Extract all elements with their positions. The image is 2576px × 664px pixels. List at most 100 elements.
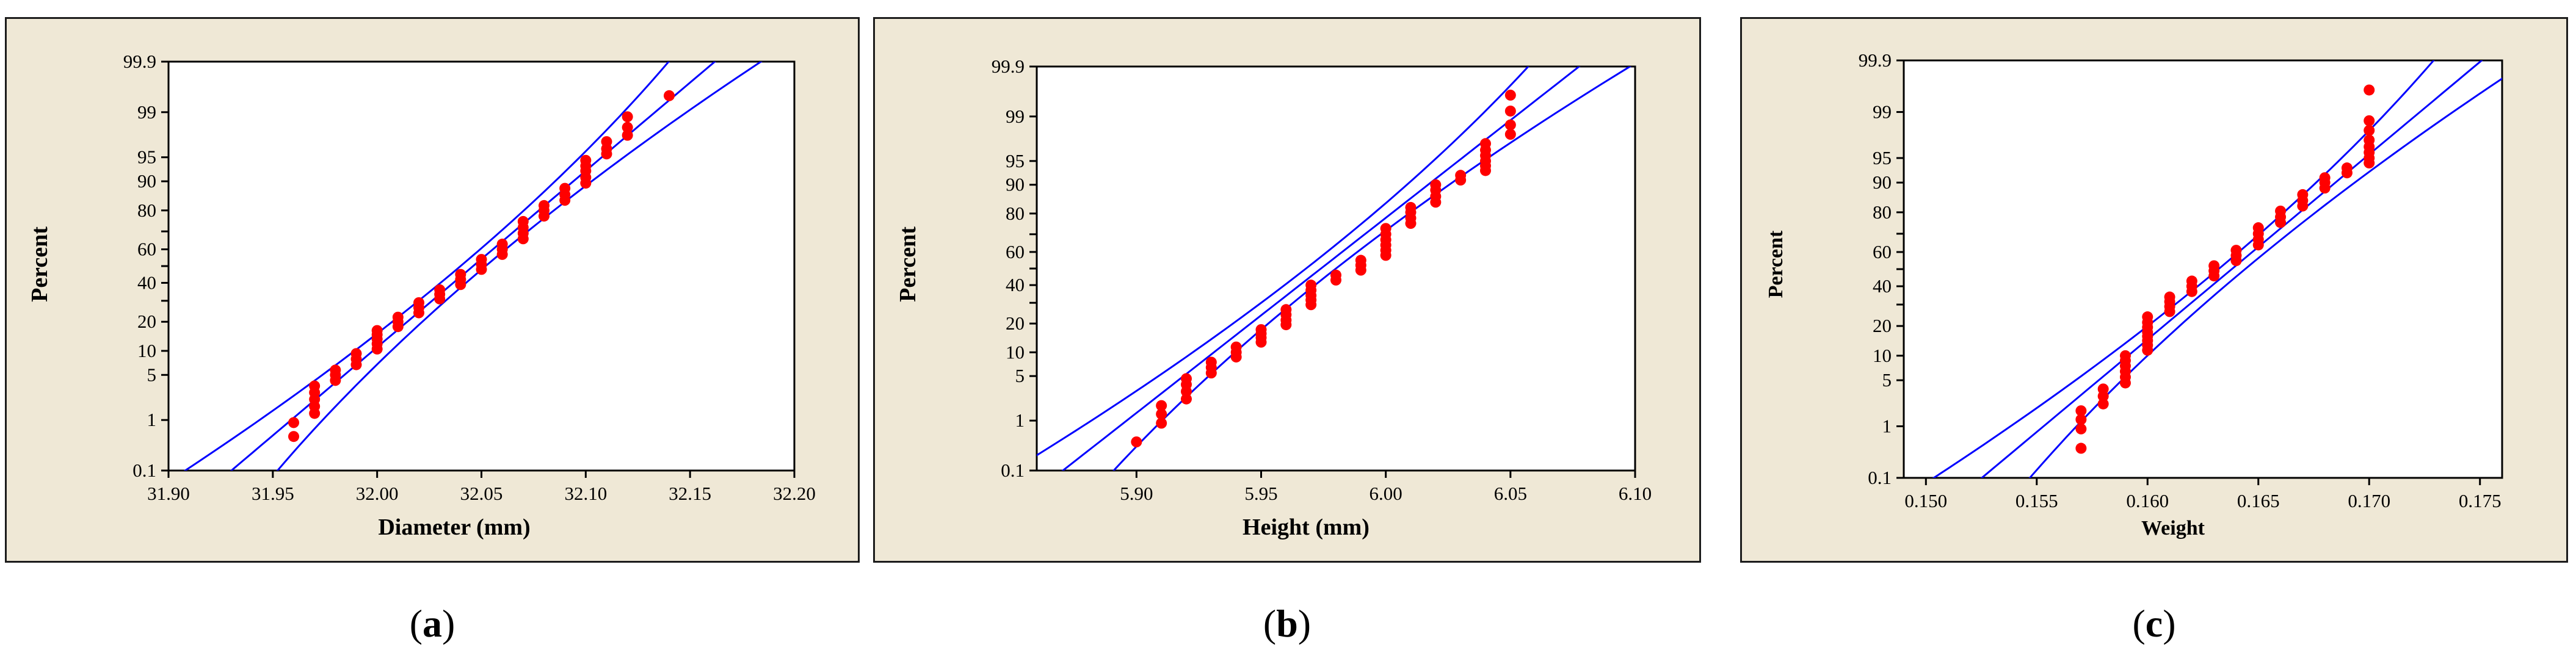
y-tick-label: 1 — [147, 409, 157, 430]
data-point — [1255, 324, 1267, 336]
data-point — [2297, 189, 2309, 200]
chart-panel-b: Percent Height (mm) 0.1 1 5 10 20 40 60 80 90 95 9… — [873, 17, 1701, 563]
data-point — [2364, 84, 2375, 96]
data-point — [2097, 398, 2109, 410]
data-point — [309, 380, 321, 392]
x-tick-label: 32.00 — [356, 483, 399, 504]
caption-b: (b) — [1263, 602, 1312, 645]
x-tick-label: 6.10 — [1619, 483, 1652, 504]
data-point — [2075, 423, 2087, 435]
chart-panel-a: Percent Diameter (mm) 0.1 1 5 10 20 40 60 80 90 9… — [5, 17, 860, 563]
data-point — [2186, 275, 2197, 287]
data-point — [2364, 134, 2375, 146]
data-point — [2364, 125, 2375, 136]
y-tick-label: 95 — [1873, 147, 1892, 168]
y-tick-label: 20 — [1873, 315, 1892, 336]
y-tick-label: 0.1 — [132, 460, 156, 481]
y-tick-label: 80 — [1006, 203, 1025, 224]
y-tick-label: 60 — [1873, 241, 1892, 262]
data-point — [580, 154, 592, 166]
data-point — [2097, 383, 2109, 395]
data-point — [434, 284, 446, 295]
y-tick-label: 0.1 — [1868, 467, 1892, 488]
data-point — [1156, 408, 1167, 420]
y-tick-label: 1 — [1882, 415, 1892, 436]
y-axis-label: Percent — [27, 226, 53, 302]
data-point — [392, 311, 404, 323]
data-point — [1131, 436, 1142, 448]
y-tick-label: 99.9 — [992, 56, 1025, 77]
y-tick-label: 90 — [137, 170, 156, 192]
data-point — [2075, 414, 2087, 425]
data-point — [2142, 311, 2153, 323]
data-point — [622, 121, 633, 133]
data-point — [1230, 341, 1242, 353]
data-point — [664, 90, 675, 101]
data-point — [476, 254, 487, 265]
y-tick-label: 99 — [1006, 106, 1025, 127]
x-tick-label: 31.95 — [252, 483, 294, 504]
data-point — [1504, 89, 1516, 101]
data-point — [2341, 162, 2353, 174]
x-tick-label: 32.10 — [564, 483, 607, 504]
data-point — [1205, 356, 1217, 368]
y-tick-label: 10 — [1006, 341, 1025, 363]
data-point — [1181, 373, 1192, 384]
y-tick-label: 99.9 — [123, 51, 156, 72]
x-tick-label: 0.155 — [2015, 490, 2058, 511]
data-point — [2230, 245, 2242, 256]
probability-plot-diameter: Percent Diameter (mm) 0.1151020406080909… — [27, 51, 816, 540]
data-point — [2364, 115, 2375, 126]
data-point — [2164, 291, 2175, 303]
y-tick-label: 99 — [137, 101, 156, 123]
y-tick-label: 40 — [137, 272, 156, 293]
data-point — [1280, 304, 1292, 316]
x-tick-label: 32.05 — [460, 483, 503, 504]
y-tick-label: 80 — [1873, 201, 1892, 223]
data-point — [517, 215, 529, 227]
data-point — [350, 348, 362, 359]
data-point — [2252, 222, 2264, 234]
data-point — [2119, 350, 2131, 361]
y-tick-label: 40 — [1873, 275, 1892, 297]
data-point — [1504, 129, 1516, 140]
ci-lower-line — [183, 62, 670, 471]
data-point — [539, 200, 550, 211]
caption-a: (a) — [409, 602, 455, 645]
data-point — [1330, 269, 1341, 281]
data-point — [1430, 179, 1442, 190]
data-point — [413, 297, 424, 308]
data-point — [1504, 119, 1516, 131]
y-tick-label: 5 — [147, 364, 157, 385]
x-axis-label: Weight — [2141, 517, 2205, 540]
data-point — [622, 111, 633, 123]
x-tick-label: 0.165 — [2237, 490, 2280, 511]
probability-plot-weight: Percent Weight 0.1 1 5 10 20 40 60 80 90 95 99 99.9… — [1765, 49, 2503, 540]
x-tick-label: 6.05 — [1494, 483, 1527, 504]
data-point — [1156, 417, 1167, 429]
y-tick-label: 80 — [137, 200, 156, 221]
data-point — [1504, 105, 1516, 117]
data-point — [2275, 205, 2287, 217]
data-point — [1355, 254, 1366, 266]
y-tick-label: 99.9 — [1859, 49, 1892, 71]
x-tick-label: 32.20 — [773, 483, 816, 504]
y-tick-label: 40 — [1006, 274, 1025, 295]
y-tick-label: 5 — [1015, 365, 1025, 386]
y-tick-label: 10 — [1873, 345, 1892, 366]
y-tick-label: 0.1 — [1001, 460, 1025, 481]
x-tick-label: 0.160 — [2126, 490, 2169, 511]
x-tick-label: 6.00 — [1370, 483, 1402, 504]
x-axis-label: Height (mm) — [1243, 514, 1370, 540]
ci-lower-line — [1037, 67, 1529, 457]
plot-area — [1903, 59, 2503, 479]
x-tick-label: 0.150 — [1904, 490, 1947, 511]
data-point — [622, 129, 633, 141]
data-point — [2208, 260, 2220, 272]
data-point — [2075, 405, 2087, 417]
data-point — [601, 136, 612, 148]
y-tick-label: 90 — [1006, 174, 1025, 195]
x-tick-label: 5.95 — [1244, 483, 1277, 504]
x-tick-label: 31.90 — [147, 483, 190, 504]
y-tick-label: 10 — [137, 340, 156, 361]
